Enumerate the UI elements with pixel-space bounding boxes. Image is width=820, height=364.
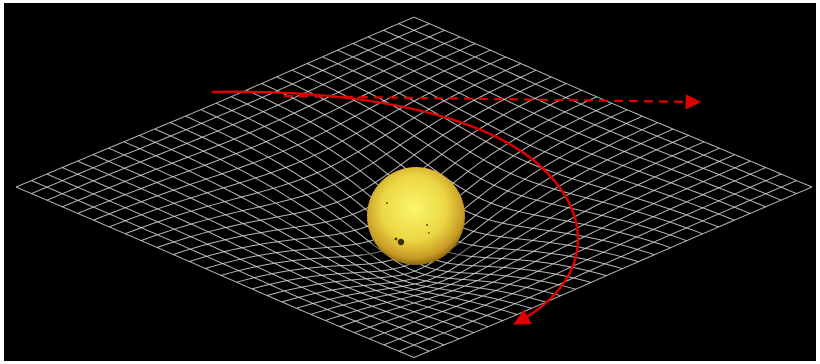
sunspot [426, 224, 428, 226]
grid-line [413, 186, 813, 358]
grid-line [354, 160, 751, 334]
grid-line [46, 173, 445, 346]
sunspot [386, 202, 388, 204]
grid-line [31, 180, 430, 352]
grid-line [77, 160, 474, 334]
grid-line [123, 141, 518, 315]
grid-line [383, 29, 782, 201]
grid-line [276, 76, 671, 249]
grid-line [156, 76, 552, 248]
grid-line [108, 147, 503, 322]
grid-line [92, 154, 489, 328]
grid-line [339, 154, 736, 328]
grid-line [154, 128, 547, 303]
grid-line [310, 141, 705, 315]
grid-line [139, 134, 532, 309]
grid-line [325, 147, 720, 321]
grid-line [281, 128, 674, 303]
deflected-trajectory [211, 90, 580, 325]
spacetime-diagram [4, 3, 816, 361]
sunspot [394, 237, 398, 241]
grid-line [15, 186, 415, 358]
grid-line [296, 134, 689, 309]
sunspot [428, 232, 430, 234]
grid-line [368, 167, 766, 340]
sun [356, 167, 476, 265]
sunspot [397, 238, 405, 246]
undeflected-trajectory [283, 94, 702, 110]
grid-line [46, 29, 445, 201]
grid-line [169, 122, 561, 297]
grid-line [62, 167, 460, 340]
sun-disk [367, 167, 465, 265]
grid-line [398, 180, 797, 352]
spacetime-diagram-canvas [15, 16, 813, 358]
